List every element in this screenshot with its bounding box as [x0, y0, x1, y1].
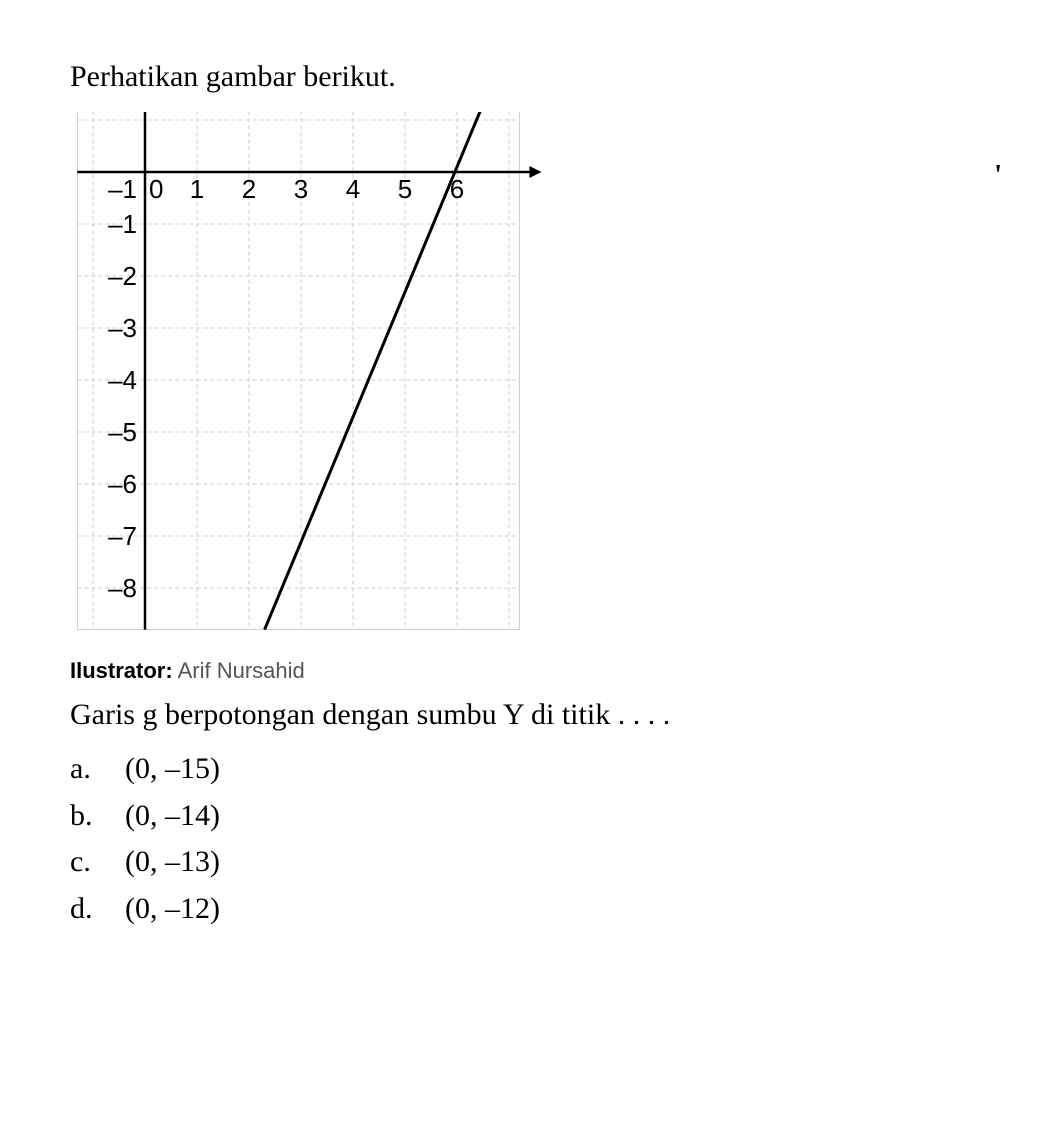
svg-text:–1: –1 [108, 174, 137, 204]
question-intro: Perhatikan gambar berikut. [70, 60, 992, 94]
svg-text:–1: –1 [108, 209, 137, 239]
svg-text:3: 3 [294, 174, 308, 204]
svg-text:5: 5 [398, 174, 412, 204]
option-letter: d. [70, 886, 125, 933]
svg-text:1: 1 [190, 174, 204, 204]
side-mark: ' [994, 160, 1002, 192]
svg-text:0: 0 [149, 174, 163, 204]
answer-options: a. (0, –15) b. (0, –14) c. (0, –13) d. (… [70, 746, 992, 932]
svg-text:–2: –2 [108, 261, 137, 291]
illustrator-credit: Ilustrator: Arif Nursahid [70, 658, 992, 684]
svg-text:–4: –4 [108, 365, 137, 395]
question-stem: Garis g berpotongan dengan sumbu Y di ti… [70, 698, 992, 732]
illustrator-label: Ilustrator: [70, 658, 173, 683]
graph-svg: YX–10123456–1–2–3–4–5–6–7–8g [70, 112, 550, 652]
option-value: (0, –13) [125, 839, 220, 886]
option-value: (0, –15) [125, 746, 220, 793]
option-row: a. (0, –15) [70, 746, 992, 793]
coordinate-graph: YX–10123456–1–2–3–4–5–6–7–8g [70, 112, 550, 652]
option-row: c. (0, –13) [70, 839, 992, 886]
option-value: (0, –14) [125, 793, 220, 840]
option-value: (0, –12) [125, 886, 220, 933]
option-row: d. (0, –12) [70, 886, 992, 933]
svg-text:X: X [549, 139, 550, 170]
svg-text:–5: –5 [108, 417, 137, 447]
option-letter: b. [70, 793, 125, 840]
svg-text:2: 2 [242, 174, 256, 204]
illustrator-name: Arif Nursahid [178, 658, 305, 683]
svg-text:–8: –8 [108, 573, 137, 603]
svg-text:–7: –7 [108, 521, 137, 551]
option-row: b. (0, –14) [70, 793, 992, 840]
svg-text:–3: –3 [108, 313, 137, 343]
option-letter: a. [70, 746, 125, 793]
svg-text:4: 4 [346, 174, 360, 204]
option-letter: c. [70, 839, 125, 886]
svg-text:–6: –6 [108, 469, 137, 499]
